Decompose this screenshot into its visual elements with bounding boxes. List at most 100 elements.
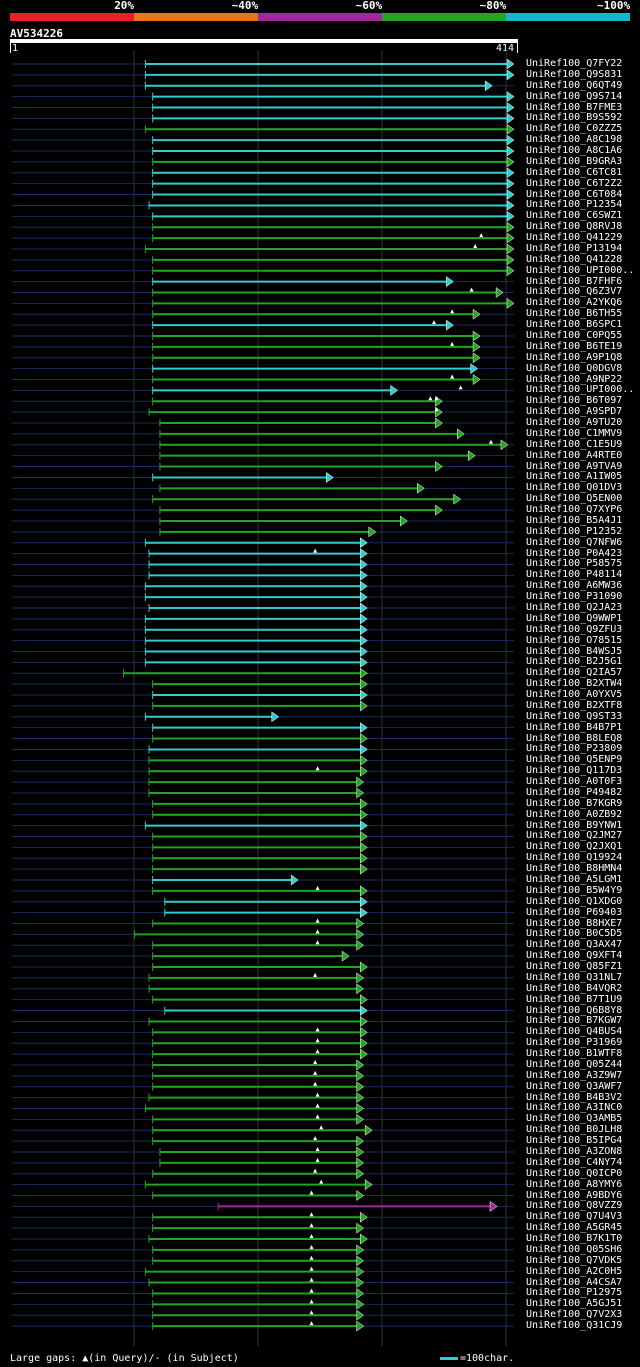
hit-label[interactable]: UniRef100_P69403 (526, 906, 623, 918)
hit-label[interactable]: UniRef100_A6MW36 (526, 580, 623, 592)
hit-label[interactable]: UniRef100_Q7U4V3 (526, 1211, 623, 1223)
hit-label[interactable]: UniRef100_A2C0H5 (526, 1265, 623, 1277)
hit-label[interactable]: UniRef100_Q3AMB5 (526, 1113, 623, 1125)
hit-label[interactable]: UniRef100_A5GR45 (526, 1222, 623, 1234)
hit-label[interactable]: UniRef100_Q19924 (526, 852, 623, 864)
hit-label[interactable]: UniRef100_A3INC0 (526, 1102, 623, 1114)
hit-label[interactable]: UniRef100_A8C198 (526, 134, 623, 146)
hit-label[interactable]: UniRef100_C1MMV9 (526, 427, 623, 439)
hit-label[interactable]: UniRef100_B6T097 (526, 395, 623, 407)
hit-label[interactable]: UniRef100_P31969 (526, 1037, 623, 1049)
hit-label[interactable]: UniRef100_B9GRA3 (526, 155, 623, 167)
hit-label[interactable]: UniRef100_A9TU20 (526, 417, 623, 429)
hit-label[interactable]: UniRef100_B7FHF6 (526, 275, 623, 287)
hit-label[interactable]: UniRef100_Q85FZ1 (526, 961, 623, 973)
hit-label[interactable]: UniRef100_P48114 (526, 569, 623, 581)
hit-label[interactable]: UniRef100_A2YKQ6 (526, 297, 623, 309)
hit-label[interactable]: UniRef100_A5LGM1 (526, 874, 623, 885)
hit-label[interactable]: UniRef100_UPI000.. (526, 264, 635, 276)
hit-label[interactable]: UniRef100_A9BDY6 (526, 1189, 623, 1201)
hit-label[interactable]: UniRef100_UPI000.. (526, 384, 635, 396)
hit-label[interactable]: UniRef100_C6SWZ1 (526, 210, 623, 222)
hit-label[interactable]: UniRef100_Q7V2X3 (526, 1309, 623, 1321)
hit-label[interactable]: UniRef100_B4B3V2 (526, 1091, 623, 1103)
hit-label[interactable]: UniRef100_Q5ENP9 (526, 754, 623, 766)
hit-label[interactable]: UniRef100_B5A4J1 (526, 514, 623, 526)
hit-label[interactable]: UniRef100_B8HXE7 (526, 917, 623, 929)
hit-label[interactable]: UniRef100_Q117D3 (526, 765, 623, 777)
hit-label[interactable]: UniRef100_Q05Z44 (526, 1058, 623, 1070)
hit-label[interactable]: UniRef100_Q31CJ9 (526, 1320, 623, 1332)
hit-label[interactable]: UniRef100_B9S592 (526, 112, 623, 124)
hit-label[interactable]: UniRef100_A9NP22 (526, 373, 623, 385)
hit-label[interactable]: UniRef100_Q9S831 (526, 68, 623, 80)
hit-label[interactable]: UniRef100_B7KGR9 (526, 797, 623, 809)
hit-label[interactable]: UniRef100_Q0DGV8 (526, 362, 623, 374)
hit-label[interactable]: UniRef100_Q05SH6 (526, 1243, 623, 1255)
hit-label[interactable]: UniRef100_Q7XYP6 (526, 504, 623, 516)
hit-label[interactable]: UniRef100_A3Z9W7 (526, 1069, 623, 1081)
hit-label[interactable]: UniRef100_B9YNW1 (526, 819, 623, 831)
hit-label[interactable]: UniRef100_B2XTF8 (526, 699, 623, 711)
hit-label[interactable]: UniRef100_A9TVA9 (526, 460, 623, 472)
hit-label[interactable]: UniRef100_A3ZON8 (526, 1146, 623, 1157)
hit-label[interactable]: UniRef100_Q9ST33 (526, 710, 623, 722)
hit-label[interactable]: UniRef100_Q2JXQ1 (526, 841, 623, 853)
hit-label[interactable]: UniRef100_Q5EN00 (526, 493, 623, 505)
hit-label[interactable]: UniRef100_C4NY74 (526, 1156, 623, 1168)
hit-label[interactable]: UniRef100_B0JLH8 (526, 1124, 623, 1136)
hit-label[interactable]: UniRef100_P12354 (526, 199, 623, 211)
hit-label[interactable]: UniRef100_B6TE19 (526, 340, 623, 352)
hit-label[interactable]: UniRef100_B7FME3 (526, 101, 623, 113)
hit-label[interactable]: UniRef100_B5IPG4 (526, 1135, 623, 1147)
hit-label[interactable]: UniRef100_B8HMN4 (526, 863, 623, 875)
hit-label[interactable]: UniRef100_Q9S714 (526, 90, 623, 102)
hit-label[interactable]: UniRef100_C0ZZZ5 (526, 123, 623, 135)
hit-label[interactable]: UniRef100_B1WTF8 (526, 1048, 623, 1060)
hit-label[interactable]: UniRef100_O78515 (526, 634, 623, 646)
hit-label[interactable]: UniRef100_A4RTE0 (526, 449, 623, 461)
hit-label[interactable]: UniRef100_A1IW05 (526, 471, 623, 483)
hit-label[interactable]: UniRef100_A0ZB92 (526, 808, 623, 820)
hit-label[interactable]: UniRef100_Q7FY22 (526, 58, 623, 69)
hit-label[interactable]: UniRef100_P31090 (526, 591, 623, 603)
hit-label[interactable]: UniRef100_B5W4Y9 (526, 884, 623, 896)
hit-label[interactable]: UniRef100_Q6B8Y8 (526, 1004, 623, 1016)
hit-label[interactable]: UniRef100_Q41228 (526, 253, 623, 265)
hit-label[interactable]: UniRef100_Q7NFW6 (526, 536, 623, 548)
hit-label[interactable]: UniRef100_A8C1A6 (526, 145, 623, 157)
hit-label[interactable]: UniRef100_P12352 (526, 525, 623, 537)
hit-label[interactable]: UniRef100_B4B7P1 (526, 721, 623, 733)
hit-label[interactable]: UniRef100_Q2JM27 (526, 830, 623, 842)
hit-label[interactable]: UniRef100_C6T2Z2 (526, 177, 623, 189)
hit-label[interactable]: UniRef100_B4VQR2 (526, 982, 623, 994)
hit-label[interactable]: UniRef100_C6T084 (526, 188, 623, 200)
hit-label[interactable]: UniRef100_B7K1T0 (526, 1233, 623, 1245)
hit-label[interactable]: UniRef100_P49482 (526, 786, 623, 798)
hit-label[interactable]: UniRef100_Q9WWP1 (526, 612, 623, 624)
hit-label[interactable]: UniRef100_B6TH55 (526, 308, 623, 320)
hit-label[interactable]: UniRef100_A0YXV5 (526, 689, 623, 701)
hit-label[interactable]: UniRef100_C0PQ55 (526, 330, 623, 341)
hit-label[interactable]: UniRef100_Q6Z3V7 (526, 286, 623, 298)
hit-label[interactable]: UniRef100_Q1XDG0 (526, 895, 623, 907)
hit-label[interactable]: UniRef100_A8YMY6 (526, 1178, 623, 1190)
hit-label[interactable]: UniRef100_Q0ICP0 (526, 1167, 623, 1179)
hit-label[interactable]: UniRef100_A9SPD7 (526, 406, 623, 418)
hit-label[interactable]: UniRef100_Q41229 (526, 232, 623, 244)
hit-label[interactable]: UniRef100_Q7VDK5 (526, 1254, 623, 1266)
hit-label[interactable]: UniRef100_Q9ZFU3 (526, 623, 623, 635)
hit-label[interactable]: UniRef100_Q2JA23 (526, 602, 623, 613)
hit-label[interactable]: UniRef100_A4CSA7 (526, 1276, 623, 1288)
hit-label[interactable]: UniRef100_Q8RVJ8 (526, 221, 623, 233)
hit-label[interactable]: UniRef100_Q6QT49 (526, 79, 623, 91)
hit-label[interactable]: UniRef100_B2XTW4 (526, 678, 623, 690)
hit-label[interactable]: UniRef100_C6TC81 (526, 166, 623, 178)
hit-label[interactable]: UniRef100_Q3AX47 (526, 939, 623, 951)
hit-label[interactable]: UniRef100_A0T0F3 (526, 776, 623, 788)
hit-label[interactable]: UniRef100_P13194 (526, 242, 623, 254)
hit-label[interactable]: UniRef100_A5GJ51 (526, 1298, 623, 1310)
hit-label[interactable]: UniRef100_A9P1Q8 (526, 351, 623, 363)
hit-label[interactable]: UniRef100_Q9XFT4 (526, 950, 623, 962)
hit-label[interactable]: UniRef100_Q31NL7 (526, 971, 623, 983)
